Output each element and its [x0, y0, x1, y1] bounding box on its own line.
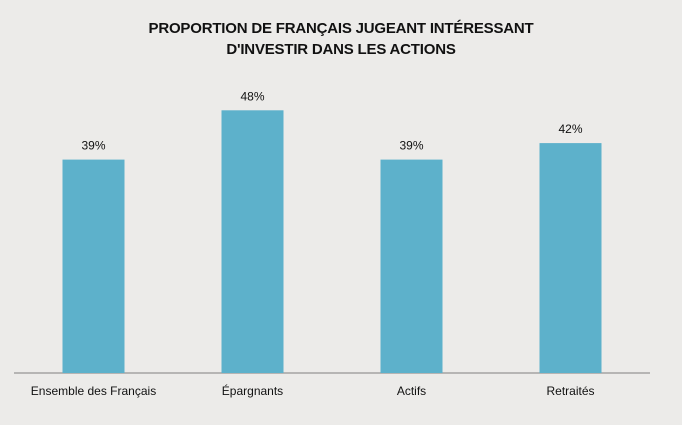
bar-2: [380, 159, 443, 373]
chart-title-line-1: PROPORTION DE FRANÇAIS JUGEANT INTÉRESSA…: [148, 20, 534, 37]
chart-title-line-2: D'INVESTIR DANS LES ACTIONS: [226, 41, 456, 58]
value-labels-layer: 39% 48% 39% 42%: [81, 89, 582, 152]
category-label-3: Retraités: [546, 384, 594, 398]
category-label-0: Ensemble des Français: [31, 384, 156, 398]
value-label-0: 39%: [81, 139, 105, 153]
bar-1: [221, 110, 284, 374]
category-label-1: Épargnants: [222, 383, 283, 398]
bar-3: [539, 143, 602, 373]
value-label-2: 39%: [399, 139, 423, 153]
bar-0: [62, 159, 125, 373]
value-label-3: 42%: [558, 122, 582, 136]
category-label-2: Actifs: [397, 384, 426, 398]
category-labels-layer: Ensemble des Français Épargnants Actifs Ret…: [31, 383, 595, 398]
bars-layer: [62, 110, 602, 374]
value-label-1: 48%: [240, 89, 264, 103]
